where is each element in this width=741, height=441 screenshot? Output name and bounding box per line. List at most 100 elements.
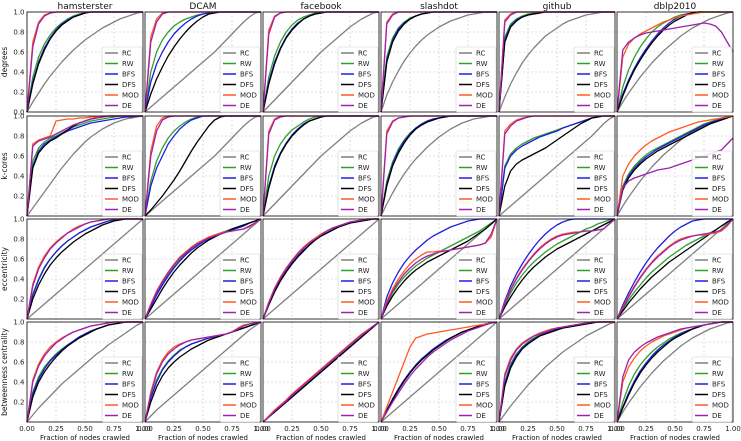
- legend-label-mod: MOD: [712, 92, 729, 100]
- series-line-rc: [498, 115, 616, 217]
- legend-label-de: DE: [122, 102, 132, 110]
- x-tick-label: 0.75: [224, 425, 240, 433]
- row-label-degrees: degrees: [0, 47, 9, 77]
- legend-label-rw: RW: [712, 60, 724, 68]
- legend-label-rc: RC: [240, 257, 250, 265]
- axes-frame: [616, 321, 734, 423]
- y-tick-label: 0.8: [13, 339, 24, 347]
- legend-label-bfs: BFS: [122, 278, 136, 286]
- legend: RC RW BFS DFS MOD DE: [337, 356, 379, 423]
- legend-label-rw: RW: [476, 370, 488, 378]
- legend-label-rc: RC: [712, 360, 722, 368]
- legend-label-rw: RW: [594, 164, 606, 172]
- legend-label-dfs: DFS: [476, 185, 490, 193]
- legend-label-rw: RW: [122, 267, 134, 275]
- series-line-dfs: [144, 218, 262, 320]
- x-tick-label: 0.00: [609, 425, 625, 433]
- legend: RC RW BFS DFS MOD DE: [455, 150, 497, 217]
- panel-facebook-eccentricity: RC RW BFS DFS MOD DE: [262, 218, 380, 320]
- x-tick-label: 0.75: [578, 425, 594, 433]
- series-line-dfs: [498, 115, 615, 217]
- legend-label-rw: RW: [594, 370, 606, 378]
- legend: RC RW BFS DFS MOD DE: [573, 253, 615, 320]
- y-tick-label: 0.2: [13, 296, 24, 304]
- legend-label-bfs: BFS: [476, 278, 490, 286]
- y-tick-label: 0.6: [13, 359, 25, 367]
- axes-frame: [262, 115, 380, 217]
- legend-label-mod: MOD: [240, 92, 257, 100]
- legend-label-de: DE: [712, 412, 722, 420]
- row-label-eccentricity: eccentricity: [0, 246, 9, 290]
- legend: RC RW BFS DFS MOD DE: [219, 356, 261, 423]
- x-tick-label: 0.25: [284, 425, 300, 433]
- series-line-rc: [144, 218, 262, 320]
- panel-github-eccentricity: RC RW BFS DFS MOD DE: [498, 218, 616, 320]
- legend-label-de: DE: [358, 206, 368, 214]
- axes-frame: [616, 218, 734, 320]
- series-line-rc: [26, 218, 144, 320]
- legend-label-bfs: BFS: [122, 175, 136, 183]
- legend-label-rw: RW: [122, 60, 134, 68]
- axes-frame: [380, 11, 498, 113]
- panel-github-k-cores: RC RW BFS DFS MOD DE: [498, 115, 616, 217]
- legend: RC RW BFS DFS MOD DE: [691, 46, 733, 113]
- y-tick-label: 0.8: [13, 236, 24, 244]
- x-tick-label: 1.00: [371, 425, 387, 433]
- x-tick-label: 1.00: [607, 425, 623, 433]
- legend-label-rw: RW: [240, 60, 252, 68]
- axes-frame: [616, 115, 734, 217]
- legend-label-de: DE: [594, 206, 604, 214]
- legend: RC RW BFS DFS MOD DE: [573, 150, 615, 217]
- legend-label-bfs: BFS: [240, 381, 254, 389]
- panel-dcam-degrees: RC RW BFS DFS MOD DE: [144, 11, 262, 113]
- legend-label-rw: RW: [122, 370, 134, 378]
- axes-frame: [616, 11, 734, 113]
- series-line-de: [380, 321, 498, 423]
- legend-label-dfs: DFS: [122, 391, 136, 399]
- panel-dcam-k-cores: RC RW BFS DFS MOD DE: [144, 115, 262, 217]
- axes-frame: [498, 11, 616, 113]
- legend-label-de: DE: [712, 309, 722, 317]
- x-tick-label: 0.50: [667, 425, 683, 433]
- x-tick-label: 0.50: [431, 425, 447, 433]
- x-tick-label: 0.25: [166, 425, 182, 433]
- legend-label-bfs: BFS: [358, 175, 372, 183]
- axes-frame: [380, 218, 498, 320]
- panel-dblp2010-eccentricity: RC RW BFS DFS MOD DE: [616, 218, 734, 320]
- legend-label-mod: MOD: [358, 92, 375, 100]
- legend: RC RW BFS DFS MOD DE: [101, 150, 143, 217]
- legend-label-dfs: DFS: [358, 391, 372, 399]
- axes-frame: [380, 115, 498, 217]
- legend-label-dfs: DFS: [594, 185, 608, 193]
- legend-label-de: DE: [712, 102, 722, 110]
- series-line-de: [262, 321, 380, 423]
- legend-label-rw: RW: [594, 60, 606, 68]
- legend: RC RW BFS DFS MOD DE: [219, 253, 261, 320]
- panel-dcam-betweenness-centrality: RC RW BFS DFS MOD DE 0.00 0.25 0.50 0.75 1.00 Fract…: [137, 321, 269, 441]
- x-tick-label: 0.00: [491, 425, 507, 433]
- legend-label-mod: MOD: [594, 92, 611, 100]
- x-axis-label: Fraction of nodes crawled: [630, 434, 720, 441]
- legend-label-rw: RW: [358, 60, 370, 68]
- legend-label-rc: RC: [476, 257, 486, 265]
- legend-label-rc: RC: [358, 257, 368, 265]
- panel-github-degrees: RC RW BFS DFS MOD DE: [498, 11, 616, 113]
- series-line-de: [144, 321, 262, 423]
- legend-label-dfs: DFS: [594, 288, 608, 296]
- x-tick-label: 0.00: [137, 425, 153, 433]
- legend-label-dfs: DFS: [358, 81, 372, 89]
- legend-label-de: DE: [122, 309, 132, 317]
- axes-frame: [262, 11, 380, 113]
- panel-facebook-degrees: RC RW BFS DFS MOD DE: [262, 11, 380, 113]
- legend-label-dfs: DFS: [240, 288, 254, 296]
- legend-label-de: DE: [122, 206, 132, 214]
- legend-label-de: DE: [358, 412, 368, 420]
- panel-hamsterster-degrees: RC RW BFS DFS MOD DE 0.0 0.2 0.4 0.6 0.8 1.0: [13, 9, 144, 117]
- legend-label-bfs: BFS: [594, 381, 608, 389]
- legend-label-de: DE: [476, 206, 486, 214]
- series-line-rc: [262, 218, 380, 320]
- x-tick-label: 0.50: [549, 425, 565, 433]
- panel-hamsterster-k-cores: RC RW BFS DFS MOD DE 0.2 0.4 0.6 0.8 1.0: [13, 113, 144, 217]
- legend-label-dfs: DFS: [712, 391, 726, 399]
- legend: RC RW BFS DFS MOD DE: [691, 150, 733, 217]
